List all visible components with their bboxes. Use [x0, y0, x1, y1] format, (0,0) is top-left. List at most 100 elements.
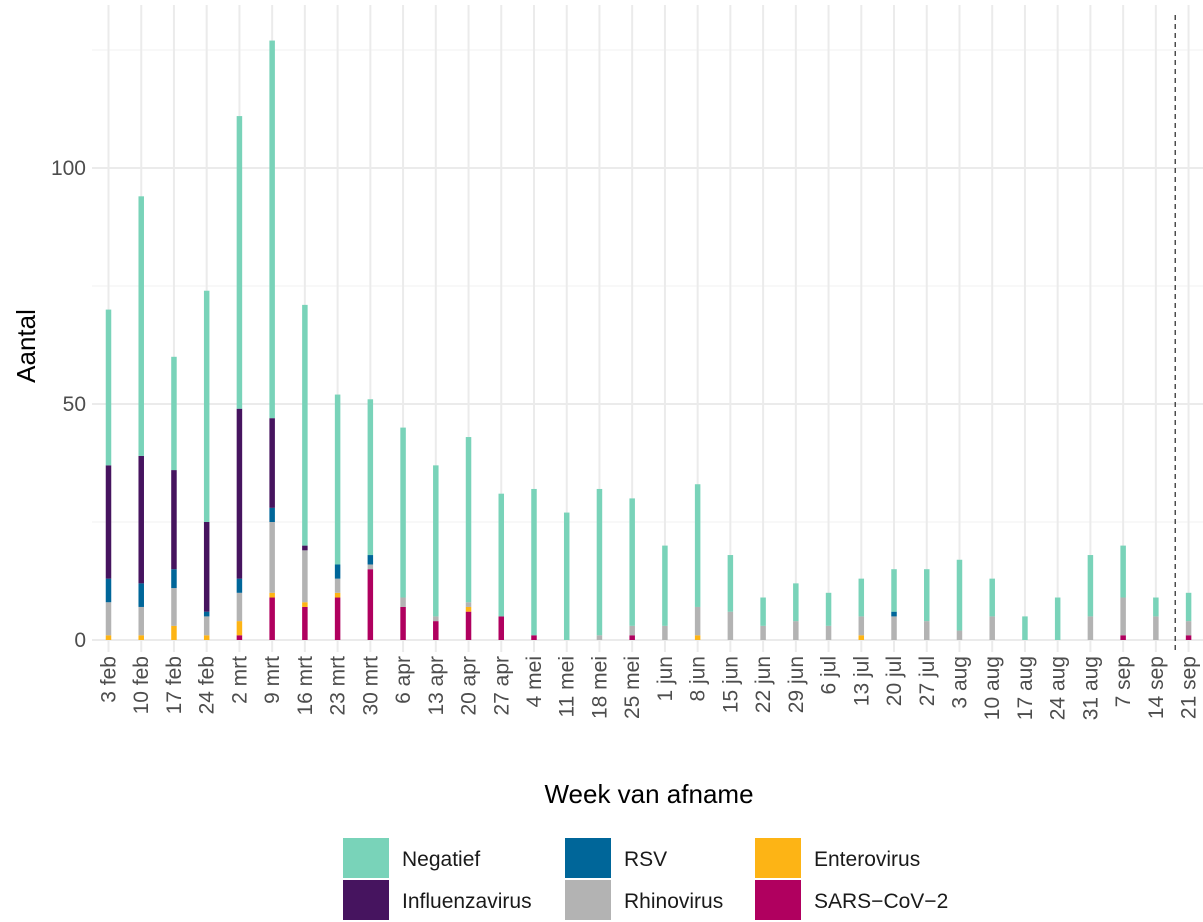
bar-segment — [1120, 545, 1126, 598]
bar-segment — [760, 597, 766, 626]
x-tick-label: 2 mrt — [228, 656, 251, 704]
bar-segment — [433, 621, 439, 640]
bar-segment — [334, 564, 341, 579]
bar-segment — [465, 606, 472, 612]
bar-segment — [334, 597, 341, 640]
bar-segment — [171, 588, 177, 626]
bar-segment — [105, 309, 112, 466]
bar-segment — [334, 592, 341, 598]
bar-segment — [203, 635, 210, 640]
bar-segment — [302, 606, 308, 640]
bar-segment — [563, 512, 570, 640]
x-tick-label: 13 apr — [425, 656, 448, 716]
bar-segment — [236, 408, 243, 579]
bar-segment — [203, 611, 210, 617]
legend-key — [565, 880, 611, 920]
bar-segment — [629, 625, 635, 636]
bar-segment — [1153, 616, 1159, 640]
legend-label: Rhinovirus — [624, 890, 723, 913]
bar-segment — [138, 196, 144, 456]
bar-segment — [203, 616, 210, 636]
bar-segment — [171, 625, 177, 640]
bar-segment — [367, 569, 374, 640]
bar-segment — [662, 625, 668, 640]
bar-segment — [105, 602, 112, 636]
bar-segment — [1185, 635, 1192, 640]
bar-segment — [727, 555, 734, 612]
bar-segment — [498, 493, 505, 617]
bar-segment — [138, 606, 144, 636]
bar-segment — [138, 635, 144, 640]
bar-segment — [858, 578, 865, 617]
bar-segment — [1087, 616, 1094, 640]
legend-key — [755, 880, 801, 920]
bar-segment — [269, 40, 275, 419]
bar-segment — [989, 616, 995, 640]
bar-segment — [858, 616, 865, 636]
bar-segment — [236, 578, 243, 593]
legend-label: Negatief — [402, 848, 480, 871]
bar-segment — [334, 394, 341, 565]
legend-key — [343, 838, 389, 878]
bar-segment — [891, 569, 897, 612]
bar-segment — [825, 625, 832, 640]
y-tick-label: 50 — [63, 393, 86, 416]
bar-segment — [956, 559, 963, 631]
bar-segment — [302, 545, 308, 551]
x-tick-label: 21 sep — [1178, 656, 1201, 719]
bar-segment — [1022, 616, 1028, 640]
x-tick-label: 6 apr — [392, 656, 415, 704]
x-tick-label: 11 mei — [556, 656, 579, 717]
bar-segment — [1120, 597, 1126, 636]
bar-segment — [727, 611, 734, 640]
bar-segment — [269, 507, 275, 522]
bar-segment — [956, 630, 963, 640]
bar-segment — [302, 304, 308, 546]
bar-segment — [203, 522, 210, 612]
bar-segment — [498, 616, 505, 640]
legend: Negatief RSV Enterovirus Influenzavirus Rhin… — [343, 838, 948, 920]
x-tick-label: 30 mrt — [359, 656, 382, 716]
bar-segment — [531, 635, 537, 640]
bar-segment — [465, 611, 472, 640]
bar-segment — [302, 550, 308, 603]
legend-key — [565, 838, 611, 878]
y-tick-label: 0 — [74, 629, 86, 652]
bar-segment — [793, 621, 799, 640]
bar-segment — [171, 569, 177, 589]
bar-segment — [138, 583, 144, 607]
bar-segment — [760, 625, 766, 640]
bar-segment — [236, 621, 243, 636]
bar-segment — [433, 616, 439, 622]
bar-segment — [203, 290, 210, 522]
bar-segment — [891, 611, 897, 617]
x-axis-title: Week van afname — [544, 779, 753, 809]
bar-segment — [1153, 597, 1159, 617]
x-tick-label: 22 jun — [752, 656, 775, 713]
x-tick-label: 9 mrt — [261, 656, 284, 704]
x-tick-label: 10 aug — [981, 656, 1004, 720]
bar-segment — [236, 116, 243, 409]
grid-lines — [92, 5, 1203, 652]
bar-segment — [1185, 621, 1192, 636]
bar-segment — [236, 635, 243, 640]
legend-key — [755, 838, 801, 878]
bar-segment — [465, 602, 472, 607]
x-tick-label: 31 aug — [1079, 656, 1102, 720]
bar-segment — [694, 606, 701, 636]
bar-segment — [105, 465, 112, 579]
x-tick-label: 8 jun — [687, 656, 710, 702]
bar-segment — [694, 635, 701, 640]
bar-segment — [793, 583, 799, 622]
bar-segment — [596, 635, 603, 640]
bar-segment — [989, 578, 995, 617]
x-tick-label: 25 mei — [621, 656, 644, 719]
bar-segment — [433, 465, 439, 617]
x-tick-label: 17 feb — [163, 656, 186, 714]
legend-label: SARS−CoV−2 — [814, 890, 948, 913]
y-axis-ticks: 0 50 100 — [51, 157, 86, 652]
bar-segment — [400, 606, 406, 640]
x-tick-label: 24 feb — [196, 656, 219, 714]
bar-segment — [1087, 555, 1094, 617]
x-tick-label: 6 jul — [818, 656, 841, 695]
